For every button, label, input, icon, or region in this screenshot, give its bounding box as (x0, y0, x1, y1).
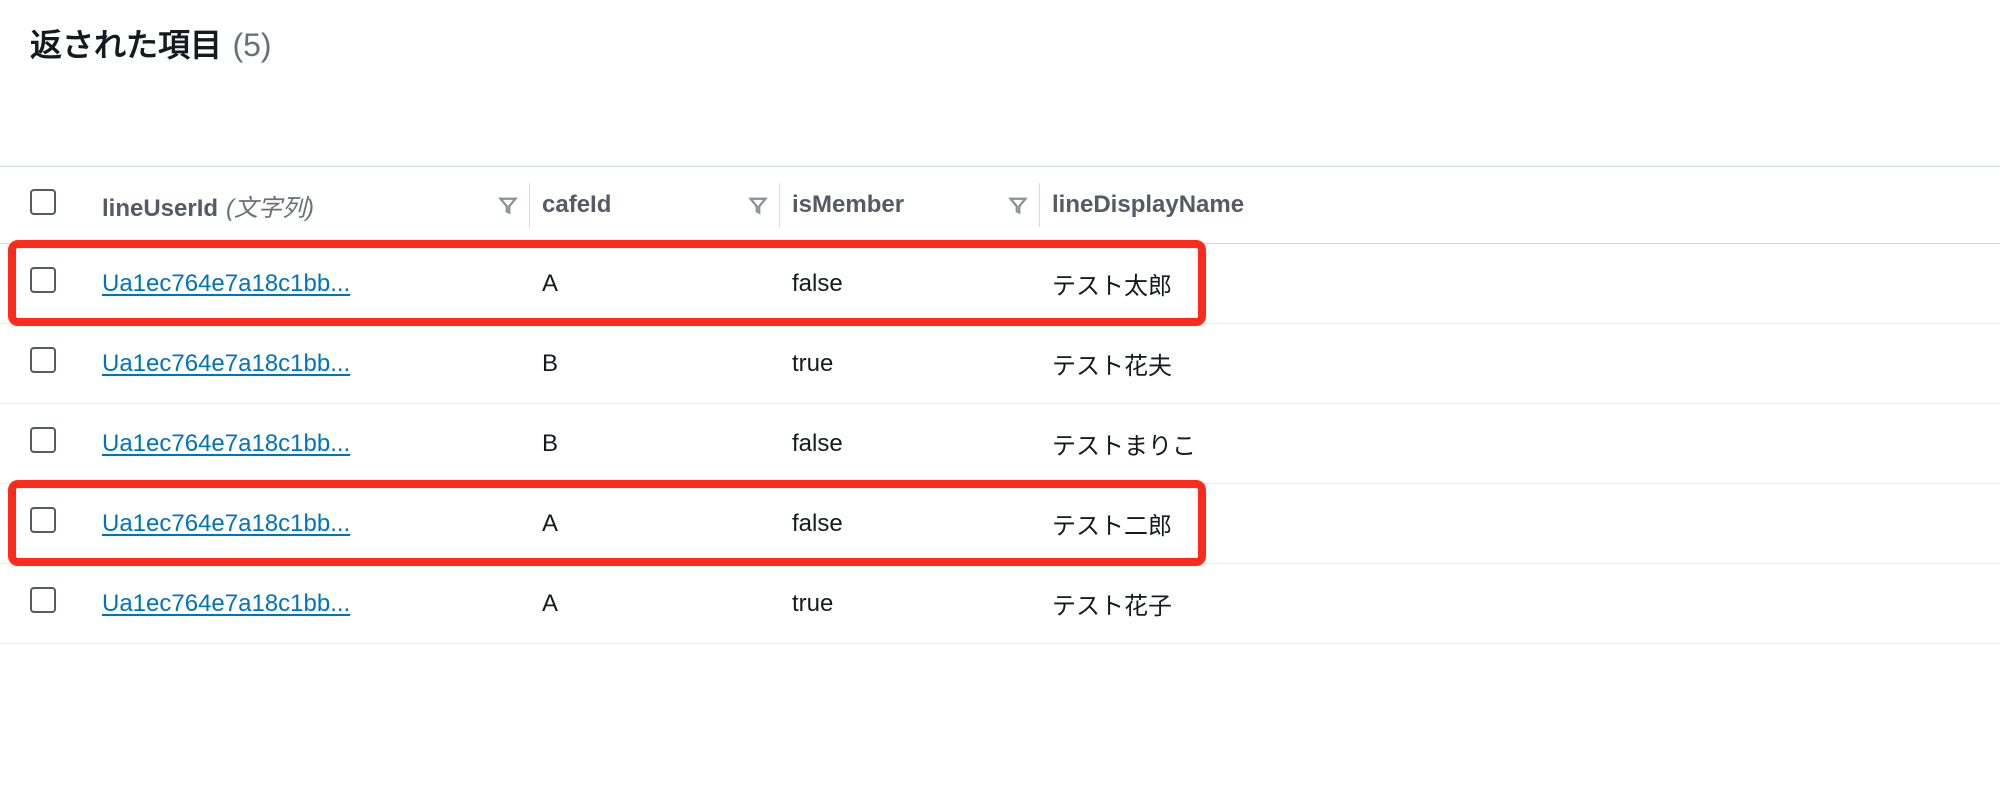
lineuserid-link[interactable]: Ua1ec764e7a18c1bb... (102, 590, 350, 617)
column-header-linedisplayname[interactable]: lineDisplayName (1040, 167, 2000, 244)
cell-linedisplayname: テスト花夫 (1040, 324, 2000, 404)
cell-linedisplayname: テスト花子 (1040, 564, 2000, 644)
column-type-hint: (文字列) (226, 188, 314, 223)
page-header: 返された項目 (5) (0, 20, 2000, 166)
cell-cafeid: B (530, 404, 780, 484)
item-count: (5) (232, 27, 271, 63)
row-checkbox-cell (0, 244, 90, 324)
cell-cafeid: A (530, 484, 780, 564)
cell-linedisplayname: テスト二郎 (1040, 484, 2000, 564)
row-checkbox[interactable] (30, 427, 56, 453)
cell-lineuserid: Ua1ec764e7a18c1bb... (90, 564, 530, 644)
row-checkbox-cell (0, 484, 90, 564)
row-checkbox[interactable] (30, 347, 56, 373)
page-title: 返された項目 (30, 27, 222, 63)
table-header-row: lineUserId (文字列) cafeId (0, 167, 2000, 244)
cell-ismember: false (780, 484, 1040, 564)
column-header-cafeid[interactable]: cafeId (530, 167, 780, 244)
lineuserid-link[interactable]: Ua1ec764e7a18c1bb... (102, 350, 350, 377)
cell-ismember: true (780, 324, 1040, 404)
select-all-header (0, 167, 90, 244)
lineuserid-link[interactable]: Ua1ec764e7a18c1bb... (102, 270, 350, 297)
lineuserid-link[interactable]: Ua1ec764e7a18c1bb... (102, 430, 350, 457)
cell-cafeid: A (530, 564, 780, 644)
items-table: lineUserId (文字列) cafeId (0, 166, 2000, 644)
cell-ismember: true (780, 564, 1040, 644)
table-row: Ua1ec764e7a18c1bb... Afalseテスト二郎 (0, 484, 2000, 564)
cell-lineuserid: Ua1ec764e7a18c1bb... (90, 404, 530, 484)
select-all-checkbox[interactable] (30, 189, 56, 215)
row-checkbox[interactable] (30, 507, 56, 533)
column-header-lineuserid[interactable]: lineUserId (文字列) (90, 167, 530, 244)
cell-lineuserid: Ua1ec764e7a18c1bb... (90, 324, 530, 404)
cell-cafeid: B (530, 324, 780, 404)
filter-icon[interactable] (498, 195, 518, 215)
column-label: lineDisplayName (1052, 191, 1244, 219)
column-label: lineUserId (102, 195, 218, 223)
row-checkbox-cell (0, 564, 90, 644)
row-checkbox[interactable] (30, 267, 56, 293)
table-row: Ua1ec764e7a18c1bb... Atrueテスト花子 (0, 564, 2000, 644)
cell-linedisplayname: テスト太郎 (1040, 244, 2000, 324)
cell-linedisplayname: テストまりこ (1040, 404, 2000, 484)
row-checkbox-cell (0, 404, 90, 484)
filter-icon[interactable] (748, 195, 768, 215)
cell-lineuserid: Ua1ec764e7a18c1bb... (90, 484, 530, 564)
column-label: cafeId (542, 191, 611, 219)
cell-ismember: false (780, 404, 1040, 484)
table-row: Ua1ec764e7a18c1bb... Bfalseテストまりこ (0, 404, 2000, 484)
row-checkbox-cell (0, 324, 90, 404)
table-row: Ua1ec764e7a18c1bb... Afalseテスト太郎 (0, 244, 2000, 324)
filter-icon[interactable] (1008, 195, 1028, 215)
row-checkbox[interactable] (30, 587, 56, 613)
lineuserid-link[interactable]: Ua1ec764e7a18c1bb... (102, 510, 350, 537)
cell-lineuserid: Ua1ec764e7a18c1bb... (90, 244, 530, 324)
cell-cafeid: A (530, 244, 780, 324)
table-row: Ua1ec764e7a18c1bb... Btrueテスト花夫 (0, 324, 2000, 404)
page-container: 返された項目 (5) lineUserId (文字列) (0, 0, 2000, 796)
column-header-ismember[interactable]: isMember (780, 167, 1040, 244)
column-label: isMember (792, 191, 904, 219)
cell-ismember: false (780, 244, 1040, 324)
